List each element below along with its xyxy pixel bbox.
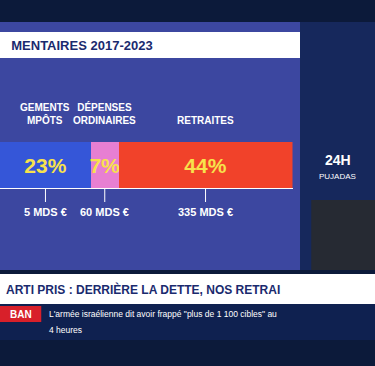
svg-text:5 MDS €: 5 MDS € — [24, 206, 67, 218]
svg-text:23%: 23% — [24, 154, 66, 177]
svg-text:44%: 44% — [184, 154, 226, 177]
svg-text:MENTAIRES 2017-2023: MENTAIRES 2017-2023 — [11, 38, 152, 53]
svg-text:4 heures: 4 heures — [49, 325, 82, 335]
svg-text:ARTI PRIS : DERRIÈRE LA DETTE,: ARTI PRIS : DERRIÈRE LA DETTE, NOS RETRA… — [6, 282, 280, 297]
svg-text:7%: 7% — [89, 154, 120, 177]
svg-text:L'armée israélienne dit avoir: L'armée israélienne dit avoir frappé "pl… — [49, 309, 277, 319]
svg-text:335 MDS €: 335 MDS € — [178, 206, 233, 218]
svg-text:60 MDS €: 60 MDS € — [80, 206, 129, 218]
svg-text:PUJADAS: PUJADAS — [319, 172, 356, 181]
svg-text:RETRAITES: RETRAITES — [177, 115, 234, 126]
svg-text:DÉPENSESORDINAIRES: DÉPENSESORDINAIRES — [73, 101, 136, 126]
svg-text:BAN: BAN — [10, 309, 32, 320]
svg-text:GEMENTSMPÔTS: GEMENTSMPÔTS — [20, 102, 70, 126]
svg-text:24H: 24H — [325, 152, 351, 168]
